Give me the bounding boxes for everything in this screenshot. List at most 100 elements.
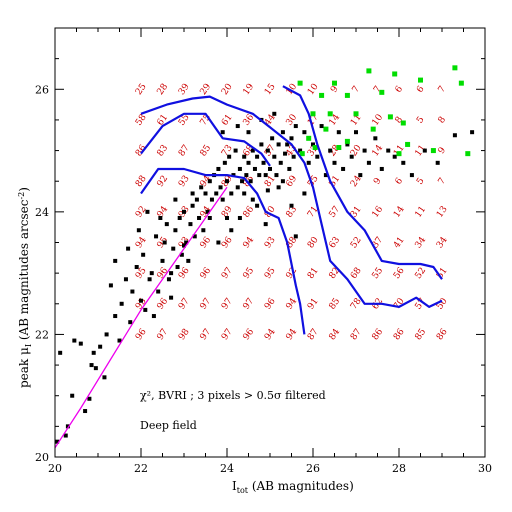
contours bbox=[140, 85, 443, 335]
data-point bbox=[218, 185, 223, 190]
annotation-field: Deep field bbox=[140, 419, 197, 432]
x-axis-label-rest: (AB magnitudes) bbox=[248, 479, 354, 493]
x-tick-label: 22 bbox=[134, 462, 148, 475]
data-point bbox=[366, 160, 371, 165]
data-point bbox=[123, 277, 128, 282]
data-point bbox=[242, 191, 247, 196]
data-point bbox=[237, 215, 242, 220]
data-point bbox=[141, 252, 146, 257]
data-point bbox=[265, 188, 270, 193]
data-point bbox=[173, 228, 178, 233]
data-point bbox=[358, 173, 363, 178]
green-point bbox=[400, 120, 406, 126]
green-point bbox=[465, 151, 471, 157]
data-point bbox=[216, 166, 221, 171]
y-axis-label-sup: -2 bbox=[17, 192, 26, 200]
green-point bbox=[299, 151, 305, 157]
green-point bbox=[370, 126, 376, 132]
data-point bbox=[58, 350, 63, 355]
green-point bbox=[353, 111, 359, 117]
data-point bbox=[117, 338, 122, 343]
data-point bbox=[332, 160, 337, 165]
x-axis-label-sub: tot bbox=[237, 486, 249, 495]
data-point bbox=[248, 179, 253, 184]
y-tick-label: 20 bbox=[35, 451, 49, 464]
green-point bbox=[336, 145, 342, 151]
data-point bbox=[242, 154, 247, 159]
data-point bbox=[263, 173, 268, 178]
tick-labels: 20 22 24 26 28 30 20 22 24 26 bbox=[35, 83, 492, 475]
data-point bbox=[177, 215, 182, 220]
data-point bbox=[83, 409, 88, 414]
data-point bbox=[145, 209, 150, 214]
data-point bbox=[186, 258, 191, 263]
x-tick-label: 28 bbox=[392, 462, 406, 475]
data-point bbox=[319, 124, 324, 129]
data-point bbox=[164, 222, 169, 227]
green-point bbox=[405, 141, 411, 147]
data-point bbox=[229, 191, 234, 196]
grid-value: 5 bbox=[415, 176, 427, 187]
data-point bbox=[386, 148, 391, 153]
data-point bbox=[287, 166, 292, 171]
x-tick-label: 20 bbox=[48, 462, 62, 475]
data-point bbox=[192, 234, 197, 239]
data-point bbox=[173, 197, 178, 202]
data-point bbox=[201, 228, 206, 233]
data-point bbox=[280, 130, 285, 135]
data-point bbox=[175, 265, 180, 270]
green-point bbox=[323, 126, 329, 132]
data-point bbox=[235, 185, 240, 190]
data-point bbox=[72, 338, 77, 343]
grid-value: 9 bbox=[329, 84, 341, 95]
data-point bbox=[205, 209, 210, 214]
data-point bbox=[139, 298, 143, 303]
y-axis-label-prefix: peak μ bbox=[17, 347, 31, 388]
data-point bbox=[136, 228, 141, 233]
data-point bbox=[147, 277, 152, 282]
data-point bbox=[272, 111, 277, 116]
magenta-line-group bbox=[54, 186, 228, 449]
data-point bbox=[470, 130, 475, 135]
data-point bbox=[166, 277, 171, 282]
contour-line bbox=[282, 85, 443, 280]
data-point bbox=[220, 130, 225, 135]
data-point bbox=[233, 148, 238, 153]
green-point bbox=[344, 92, 350, 98]
data-point bbox=[151, 314, 156, 319]
green-point bbox=[344, 138, 350, 144]
data-point bbox=[87, 396, 92, 401]
green-point bbox=[418, 77, 423, 83]
data-point bbox=[160, 258, 165, 263]
y-axis-label-sub: I bbox=[24, 344, 33, 347]
data-point bbox=[220, 197, 225, 202]
data-point bbox=[231, 173, 236, 178]
grid-value: 8 bbox=[394, 115, 406, 126]
data-point bbox=[190, 203, 195, 208]
data-point bbox=[392, 154, 397, 159]
contour-line bbox=[140, 167, 306, 335]
data-point bbox=[272, 154, 277, 159]
grid-value: 6 bbox=[394, 176, 406, 187]
x-tick-label: 30 bbox=[478, 462, 492, 475]
data-point bbox=[240, 179, 245, 184]
green-point bbox=[452, 65, 458, 71]
green-point bbox=[327, 111, 333, 117]
data-point bbox=[276, 142, 281, 147]
grid-value: 7 bbox=[437, 176, 449, 187]
data-point bbox=[197, 215, 202, 220]
data-point bbox=[65, 424, 70, 429]
data-point bbox=[422, 148, 427, 153]
green-point bbox=[387, 114, 393, 120]
data-point bbox=[268, 166, 272, 171]
data-point bbox=[108, 283, 113, 288]
data-point bbox=[214, 191, 219, 196]
data-point bbox=[216, 240, 221, 245]
green-point bbox=[430, 148, 436, 154]
data-point bbox=[293, 124, 298, 129]
data-point bbox=[261, 160, 266, 165]
data-point bbox=[128, 320, 133, 325]
grid-value: 9 bbox=[372, 176, 384, 187]
data-point bbox=[91, 350, 96, 355]
data-point bbox=[113, 258, 118, 263]
